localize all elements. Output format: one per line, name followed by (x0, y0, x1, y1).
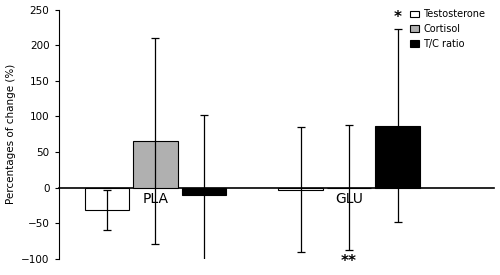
Y-axis label: Percentages of change (%): Percentages of change (%) (6, 64, 16, 204)
Bar (278, 188, 323, 190)
Bar (376, 126, 420, 188)
Bar (84, 188, 129, 210)
Text: *: * (394, 10, 402, 25)
Bar (133, 141, 178, 188)
Bar (182, 188, 226, 195)
Legend: Testosterone, Cortisol, T/C ratio: Testosterone, Cortisol, T/C ratio (410, 9, 485, 49)
Text: **: ** (341, 254, 357, 269)
